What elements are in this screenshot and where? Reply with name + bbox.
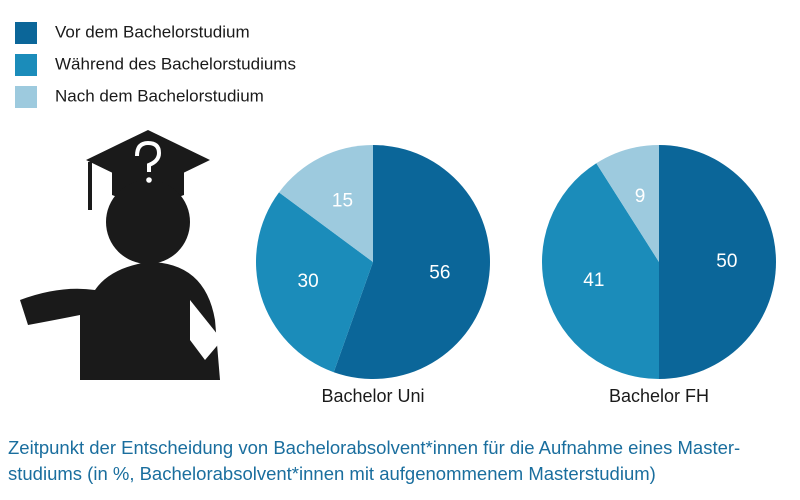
pie-title: Bachelor Uni	[321, 386, 424, 406]
slice-label: 50	[716, 251, 737, 272]
pie-slice	[278, 145, 373, 262]
legend-swatch	[15, 54, 37, 76]
slice-label: 15	[332, 190, 353, 211]
slice-label: 41	[583, 270, 604, 291]
slice-label: 9	[635, 186, 646, 207]
pie-slice	[596, 145, 659, 262]
pie-title: Bachelor FH	[609, 386, 709, 406]
pie-slice	[659, 145, 776, 379]
pie-slice	[542, 163, 659, 379]
caption: studiums (in %, Bachelorabsolvent*innen …	[8, 463, 656, 484]
slice-label: 56	[429, 263, 450, 284]
graduate-icon	[20, 130, 222, 380]
slice-label: 30	[298, 271, 319, 292]
legend-label: Während des Bachelorstudiums	[55, 54, 296, 73]
legend-label: Vor dem Bachelorstudium	[55, 22, 250, 41]
caption: Zeitpunkt der Entscheidung von Bachelora…	[8, 437, 740, 458]
legend-swatch	[15, 86, 37, 108]
pie-slice	[255, 192, 373, 373]
legend-label: Nach dem Bachelorstudium	[55, 86, 264, 105]
pie-slice	[333, 145, 490, 379]
legend-swatch	[15, 22, 37, 44]
